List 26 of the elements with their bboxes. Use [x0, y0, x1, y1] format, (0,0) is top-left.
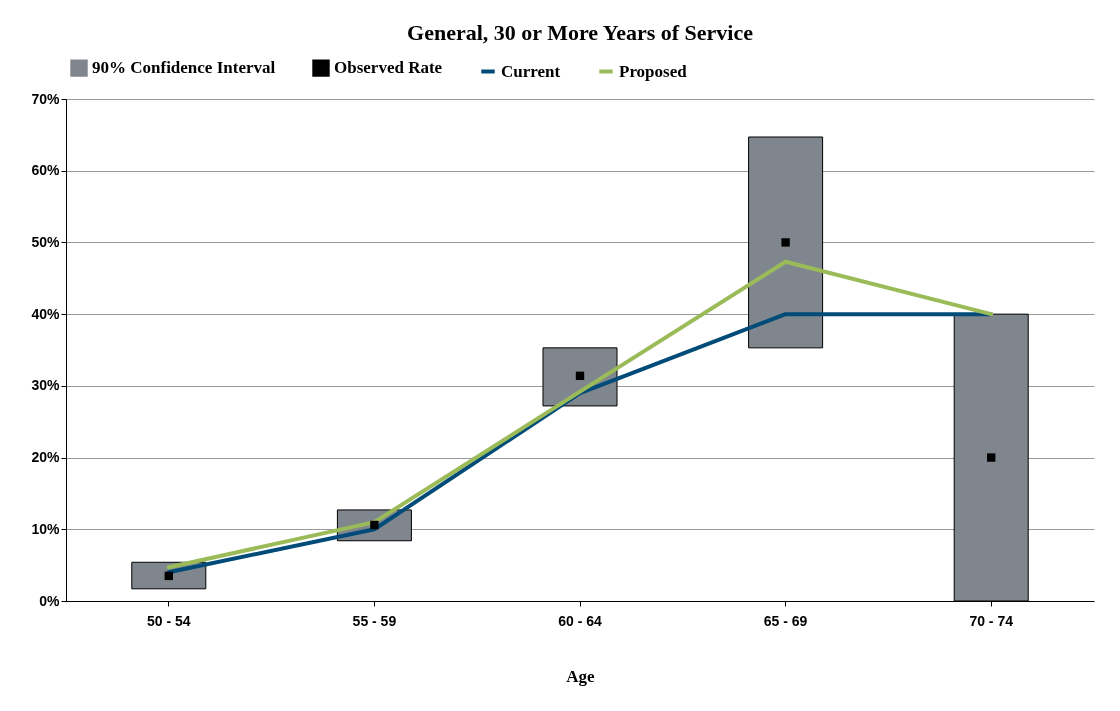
- y-tick-label: 60%: [31, 162, 61, 179]
- x-axis-title: Age: [566, 666, 596, 686]
- point: [575, 371, 585, 380]
- point: [987, 453, 996, 462]
- y-tick-label: 20%: [31, 449, 61, 466]
- x-tick-label: 50 - 54: [147, 612, 191, 629]
- y-tick-label: 50%: [31, 233, 61, 250]
- legend-label: 90% Confidence Interval: [92, 58, 276, 78]
- point: [781, 238, 790, 247]
- y-tick-label: 70%: [31, 90, 61, 107]
- y-tick-label: 40%: [31, 305, 61, 322]
- point: [164, 571, 173, 581]
- y-tick-label: 30%: [31, 377, 61, 394]
- legend-label: Observed Rate: [334, 58, 443, 78]
- x-tick-label: 65 - 69: [763, 612, 808, 629]
- line-series: [166, 259, 994, 570]
- bar: [748, 136, 824, 349]
- y-tick-label: 10%: [31, 520, 61, 537]
- y-tick-label: 0%: [39, 592, 61, 609]
- chart-title: General, 30 or More Years of Service: [407, 20, 754, 45]
- x-tick-label: 55 - 59: [352, 612, 397, 629]
- point: [370, 520, 379, 530]
- x-tick-label: 70 - 74: [969, 612, 1014, 629]
- x-tick-label: 60 - 64: [558, 612, 602, 629]
- legend-label: Current: [501, 61, 561, 81]
- legend-label: Proposed: [619, 61, 688, 81]
